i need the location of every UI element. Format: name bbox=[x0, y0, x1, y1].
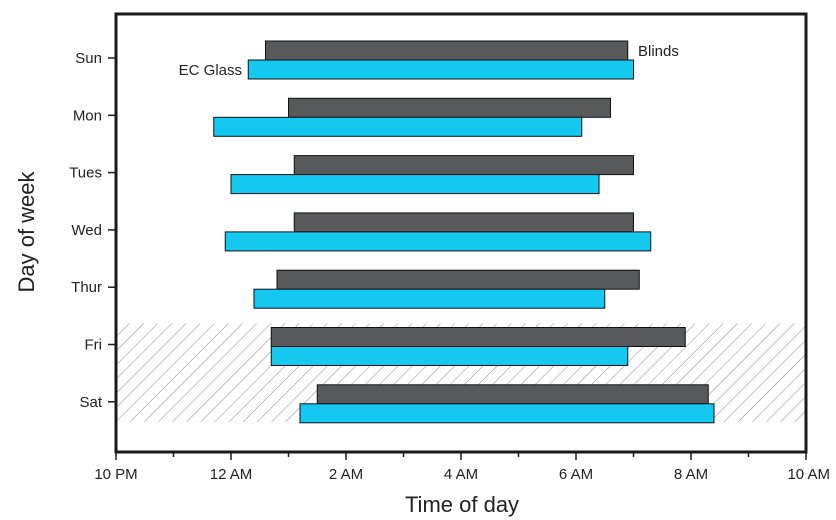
y-tick-label-fri: Fri bbox=[85, 337, 103, 354]
blinds-bar-mon bbox=[288, 97, 611, 118]
ec-glass-bar-fri bbox=[270, 346, 629, 366]
x-tick-label-8-am: 8 AM bbox=[674, 466, 708, 483]
x-tick-label-2-am: 2 AM bbox=[329, 466, 363, 483]
y-tick-label-thur: Thur bbox=[71, 279, 102, 296]
ec-glass-bar-sun bbox=[247, 59, 634, 80]
ec-glass-bar-sat bbox=[299, 403, 715, 424]
blinds-bar-tues bbox=[293, 155, 634, 176]
blinds-bar-sat bbox=[316, 384, 709, 405]
blinds-bar-wed bbox=[293, 212, 634, 233]
y-tick-label-wed: Wed bbox=[71, 222, 102, 239]
blinds-series-label: Blinds bbox=[638, 43, 679, 60]
ec-glass-bar-tues bbox=[230, 174, 600, 195]
x-tick-label-10-am: 10 AM bbox=[787, 466, 830, 483]
ec-glass-series-label: EC Glass bbox=[179, 62, 242, 79]
x-tick-label-12-am: 12 AM bbox=[210, 466, 253, 483]
x-tick-label-4-am: 4 AM bbox=[444, 466, 478, 483]
y-axis-title: Day of week bbox=[14, 170, 39, 292]
ec-glass-bar-mon bbox=[213, 116, 583, 137]
x-axis-title: Time of day bbox=[405, 492, 519, 517]
x-tick-label-10-pm: 10 PM bbox=[94, 466, 137, 483]
blinds-bar-fri bbox=[270, 327, 686, 347]
y-tick-label-mon: Mon bbox=[73, 107, 102, 124]
ec-glass-bar-wed bbox=[224, 231, 652, 252]
y-tick-label-tues: Tues bbox=[69, 165, 102, 182]
ec-glass-bar-thur bbox=[253, 288, 606, 309]
blinds-bar-sun bbox=[265, 40, 629, 61]
x-tick-label-6-am: 6 AM bbox=[559, 466, 593, 483]
blinds-bar-thur bbox=[276, 269, 640, 290]
y-tick-label-sun: Sun bbox=[75, 50, 102, 67]
y-tick-label-sat: Sat bbox=[79, 394, 102, 411]
